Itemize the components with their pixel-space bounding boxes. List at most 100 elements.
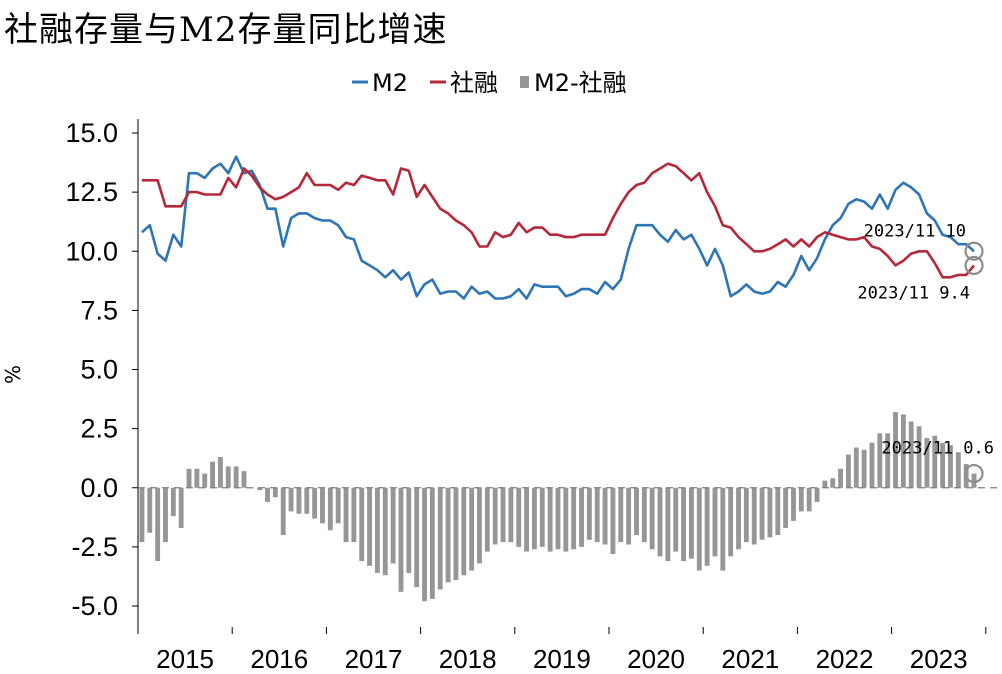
bar xyxy=(516,487,522,547)
bar xyxy=(210,461,216,488)
bar xyxy=(791,487,796,521)
y-axis: 15.0 12.5 10.0 7.5 5.0 2.5 0.0 -2.5 -5.0% xyxy=(1,118,139,628)
y-axis-label: % xyxy=(1,365,25,384)
bar xyxy=(233,466,239,488)
bar xyxy=(657,487,663,557)
bar xyxy=(861,449,867,488)
bar xyxy=(594,487,600,543)
annotation-label: 2023/11 10 xyxy=(864,221,966,241)
legend: M2 社融 M2-社融 xyxy=(352,69,627,97)
bar xyxy=(453,487,459,580)
y-tick-label: 15.0 xyxy=(65,118,118,148)
annotation-label: 2023/11 9.4 xyxy=(857,283,970,303)
bar xyxy=(893,412,898,488)
x-tick-label: 2022 xyxy=(816,644,874,674)
bar xyxy=(374,487,380,573)
bar xyxy=(563,487,569,552)
x-tick-label: 2020 xyxy=(627,644,685,674)
bar xyxy=(751,487,757,545)
bar xyxy=(704,487,710,566)
bar xyxy=(257,487,263,491)
bar xyxy=(320,487,325,524)
bar xyxy=(971,473,977,488)
bar xyxy=(186,468,192,488)
bar xyxy=(272,487,278,498)
legend-label: 社融 xyxy=(450,69,498,97)
bar xyxy=(743,487,749,543)
bar xyxy=(296,487,302,514)
bar xyxy=(288,487,294,512)
bar xyxy=(814,487,820,502)
bar xyxy=(241,471,247,488)
bar xyxy=(280,487,286,536)
bar xyxy=(343,487,349,543)
y-tick-label: 2.5 xyxy=(80,414,118,444)
bar xyxy=(445,487,451,583)
bar xyxy=(414,487,420,588)
y-tick-label: 7.5 xyxy=(80,295,118,325)
bar xyxy=(586,487,592,540)
bar xyxy=(461,487,467,576)
y-tick-label: 5.0 xyxy=(80,355,118,385)
x-tick-label: 2016 xyxy=(250,644,308,674)
bar xyxy=(955,452,961,488)
bar xyxy=(853,447,859,488)
bar xyxy=(838,468,844,488)
x-tick-label: 2021 xyxy=(721,644,779,674)
bar xyxy=(225,466,231,488)
bar xyxy=(194,468,200,488)
y-tick-label: 10.0 xyxy=(65,236,118,266)
bar xyxy=(634,487,639,536)
bar xyxy=(524,487,530,552)
bar xyxy=(900,414,906,488)
bar xyxy=(398,487,404,592)
bar xyxy=(924,438,930,488)
x-tick-label: 2023 xyxy=(910,644,968,674)
y-tick-label: 0.0 xyxy=(80,473,118,503)
bar xyxy=(712,487,718,557)
bar xyxy=(908,421,914,488)
bar xyxy=(736,487,741,550)
x-tick-label: 2019 xyxy=(533,644,591,674)
series-line-sf xyxy=(141,162,976,279)
bar xyxy=(649,487,655,550)
series-line-m2 xyxy=(141,155,975,300)
bar xyxy=(806,487,812,512)
bar xyxy=(688,487,694,559)
bar xyxy=(720,487,726,571)
bar xyxy=(783,487,789,528)
bar xyxy=(579,487,584,547)
x-tick-label: 2015 xyxy=(156,644,214,674)
bar xyxy=(406,487,412,573)
bar xyxy=(602,487,608,545)
y-tick-label: 12.5 xyxy=(65,177,118,207)
legend-label: M2 xyxy=(372,69,408,97)
bar xyxy=(759,487,765,540)
bar xyxy=(335,487,341,524)
bar xyxy=(155,487,161,562)
x-tick-label: 2017 xyxy=(345,644,403,674)
annotations: 2023/11 10 2023/11 9.4 2023/11 0.6 xyxy=(857,221,994,484)
bar xyxy=(422,487,427,602)
bar xyxy=(610,487,616,554)
bar xyxy=(539,487,545,547)
y-tick-label: -5.0 xyxy=(71,591,118,621)
chart-title: 社融存量与M2存量同比增速 xyxy=(4,10,448,50)
bar xyxy=(555,487,561,550)
bar xyxy=(571,487,577,550)
bar xyxy=(830,478,836,488)
bar xyxy=(367,487,373,566)
y-tick-label: -2.5 xyxy=(71,532,118,562)
bar xyxy=(822,480,828,488)
bar xyxy=(304,487,310,514)
bar xyxy=(767,487,773,538)
annotation-marker xyxy=(964,255,984,276)
bar xyxy=(500,487,506,543)
annotation-marker xyxy=(964,463,984,484)
legend-label: M2-社融 xyxy=(534,69,627,97)
x-axis: 2015 2016 2017 2018 2019 2020 2021 2022 2023 xyxy=(137,627,987,674)
bar xyxy=(641,487,647,543)
bar xyxy=(312,487,318,519)
bar xyxy=(885,433,891,488)
